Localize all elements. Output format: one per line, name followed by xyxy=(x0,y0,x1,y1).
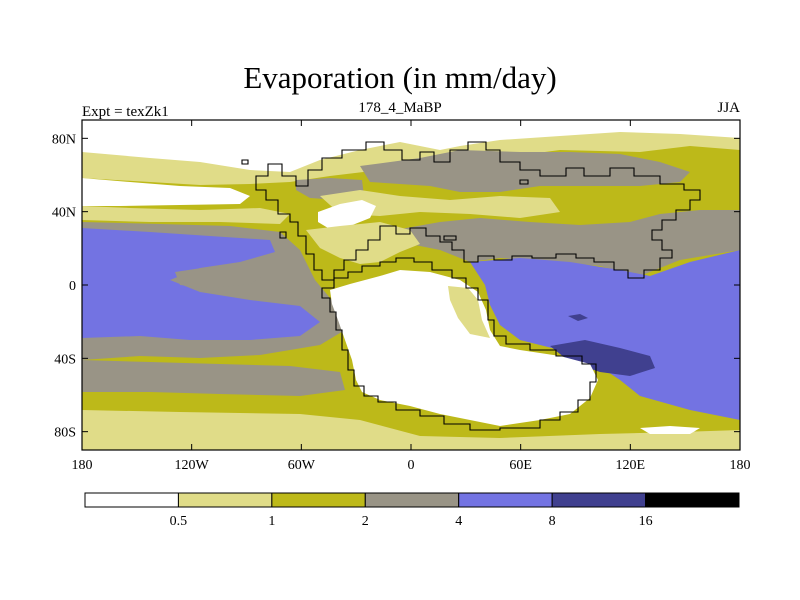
lon-label-2: 60W xyxy=(288,458,316,473)
coast-island-east xyxy=(443,235,457,241)
colorbar-swatch-5 xyxy=(551,492,647,508)
field-light-europe xyxy=(320,190,560,218)
lat-label-0: 80N xyxy=(52,132,76,147)
field-southern-grey xyxy=(82,360,345,396)
coast-gondwana xyxy=(321,257,597,431)
colorbar-swatch-2 xyxy=(271,492,366,508)
field-gondwana-white xyxy=(330,270,598,426)
colorbar-label-3: 4 xyxy=(455,514,462,529)
colorbar-label-2: 2 xyxy=(362,514,369,529)
colorbar-label-1: 1 xyxy=(268,514,275,529)
field-pacific-blue xyxy=(82,228,320,340)
lon-label-4: 60E xyxy=(509,458,532,473)
lon-label-5: 120E xyxy=(616,458,646,473)
coastlines xyxy=(241,141,701,431)
coast-island-central xyxy=(241,159,249,165)
colorbar-labels: 0.5 1 2 4 8 16 xyxy=(170,514,653,529)
colorbar-swatch-3 xyxy=(364,492,460,508)
axis-ticks xyxy=(81,120,741,450)
lat-label-4: 80S xyxy=(54,426,76,441)
lat-tick-labels: 80N 40N 0 40S 80S xyxy=(52,132,76,440)
field-southern-light xyxy=(82,410,740,450)
field-tethys-grey xyxy=(395,210,740,276)
field-arctic-white xyxy=(82,120,740,172)
field-eurasia-grey xyxy=(360,150,690,192)
coast-north-continent xyxy=(255,141,701,281)
colorbar-label-4: 8 xyxy=(549,514,556,529)
colorbar-swatch-4 xyxy=(458,492,553,508)
lon-label-3: 0 xyxy=(408,458,415,473)
field-namerica-white xyxy=(318,200,376,228)
field-antarctic-white xyxy=(640,426,700,434)
coast-island-east-small xyxy=(519,179,529,185)
field-indian-dark xyxy=(550,340,655,376)
evaporation-field xyxy=(82,120,740,450)
lat-label-1: 40N xyxy=(52,206,76,221)
coast-island-pacific xyxy=(279,231,287,239)
season-label: JJA xyxy=(717,100,740,116)
field-tethys-blue xyxy=(470,250,740,420)
colorbar-swatch-1 xyxy=(177,492,273,508)
experiment-label: Expt = texZk1 xyxy=(82,104,169,120)
plot-title: Evaporation (in mm/day) xyxy=(243,60,557,95)
case-label: 178_4_MaBP xyxy=(358,100,442,116)
lon-label-1: 120W xyxy=(175,458,210,473)
field-north-pacific-white xyxy=(82,178,250,206)
lon-label-0: 180 xyxy=(72,458,93,473)
colorbar-label-0: 0.5 xyxy=(170,514,188,529)
field-north-light-band xyxy=(82,206,290,224)
colorbar-swatch-6 xyxy=(645,492,740,508)
colorbar-swatch-0 xyxy=(84,492,179,508)
field-pacific-grey-tongue xyxy=(175,262,270,288)
colorbar-label-5: 16 xyxy=(639,514,653,529)
field-small-dark xyxy=(568,314,588,321)
field-gondwana-light-edge xyxy=(448,286,490,338)
lon-tick-labels: 180 120W 60W 0 60E 120E 180 xyxy=(72,458,751,473)
lat-label-3: 40S xyxy=(54,352,76,367)
lon-label-6: 180 xyxy=(730,458,751,473)
lat-label-2: 0 xyxy=(69,279,76,294)
colorbar xyxy=(84,492,740,508)
field-light-arc xyxy=(306,222,420,264)
